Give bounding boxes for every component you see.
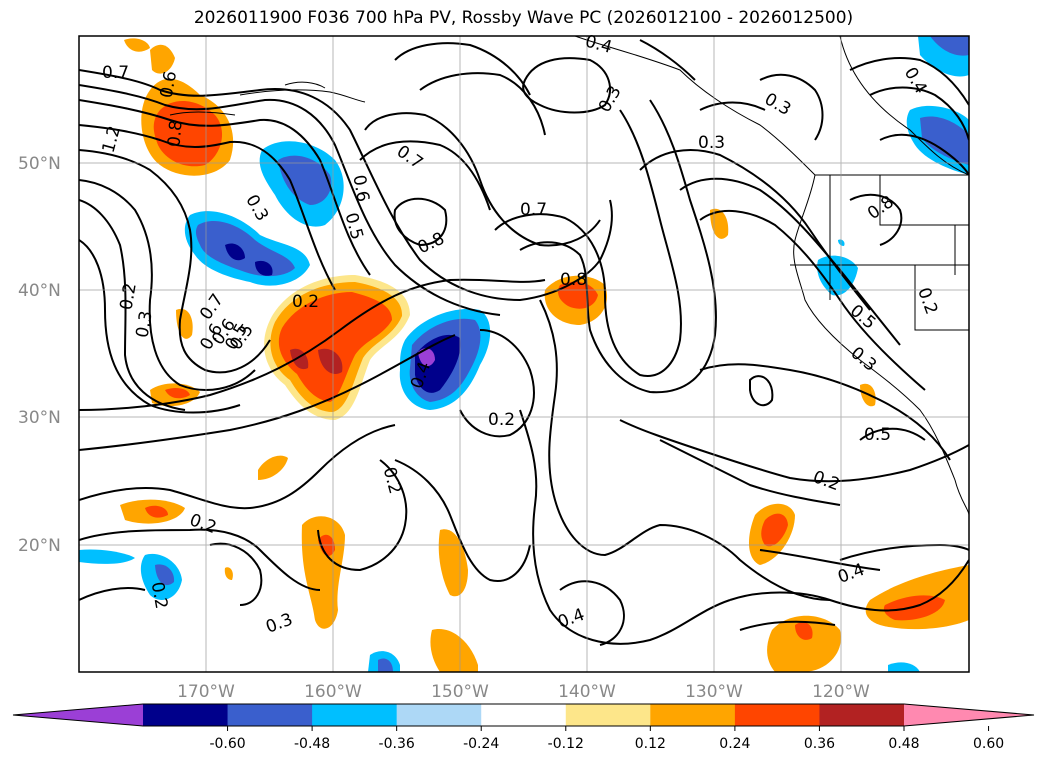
colorbar-tick-label: -0.12 [548,736,584,752]
lon-labels: 170°W 160°W 150°W 140°W 130°W 120°W [177,682,870,702]
colorbar-bin [396,704,482,726]
colorbar-bin [565,704,651,726]
contour-label: 0.6 [157,70,181,100]
colorbar-bin [819,704,905,726]
colorbar-extend-high [904,704,1034,726]
lon-label: 160°W [304,682,362,702]
contour-label: 0.3 [698,133,725,153]
lat-labels: 50°N 40°N 30°N 20°N [18,154,61,556]
colorbar-tick-label: -0.48 [294,736,330,752]
colorbar-tick-label: 0.48 [888,736,919,752]
lon-label: 130°W [685,682,743,702]
colorbar-tick-label: 0.12 [635,736,666,752]
contour-label: 0.2 [116,281,140,311]
colorbar-bin [143,704,229,726]
colorbar-extend-low [13,704,143,726]
map-frame [78,35,970,673]
colorbar-tick-label: -0.36 [379,736,415,752]
lon-label: 140°W [558,682,616,702]
lat-label: 20°N [18,536,61,556]
contour-label: 0.8 [560,270,587,290]
colorbar-tick-label: 0.36 [804,736,835,752]
colorbar-tick-label: -0.60 [209,736,245,752]
contour-label: 0.2 [292,292,319,312]
contour-label: 0.7 [102,63,129,83]
contour-label: 0.6 [348,173,372,203]
shaded-anomalies [79,36,969,672]
lon-label: 170°W [177,682,235,702]
gridlines [79,36,969,672]
colorbar: -0.60 -0.48 -0.36 -0.24 -0.12 0.12 0.24 0.36 0.4… [12,703,1035,752]
colorbar-bin [734,704,820,726]
coastlines [169,36,969,516]
lon-label: 150°W [431,682,489,702]
colorbar-outline [12,703,1035,727]
lat-label: 30°N [18,408,61,428]
contour-label: 0.2 [147,580,171,610]
contour-label: 0.3 [132,309,156,339]
contour-label: 0.7 [520,200,547,220]
colorbar-tick-label: -0.24 [463,736,499,752]
lat-label: 50°N [18,154,61,174]
contour-label: 0.5 [864,425,891,445]
colorbar-bin [481,704,567,726]
contour-label: 0.2 [488,410,515,430]
colorbar-bin [312,704,398,726]
map-title: 2026011900 F036 700 hPa PV, Rossby Wave … [193,8,854,28]
lon-label: 120°W [812,682,870,702]
colorbar-bin [227,704,313,726]
contour-label: 0.8 [164,119,186,148]
colorbar-tick-label: 0.24 [719,736,750,752]
colorbar-bin [650,704,736,726]
colorbar-tick-label: 0.60 [973,736,1004,752]
lat-label: 40°N [18,281,61,301]
